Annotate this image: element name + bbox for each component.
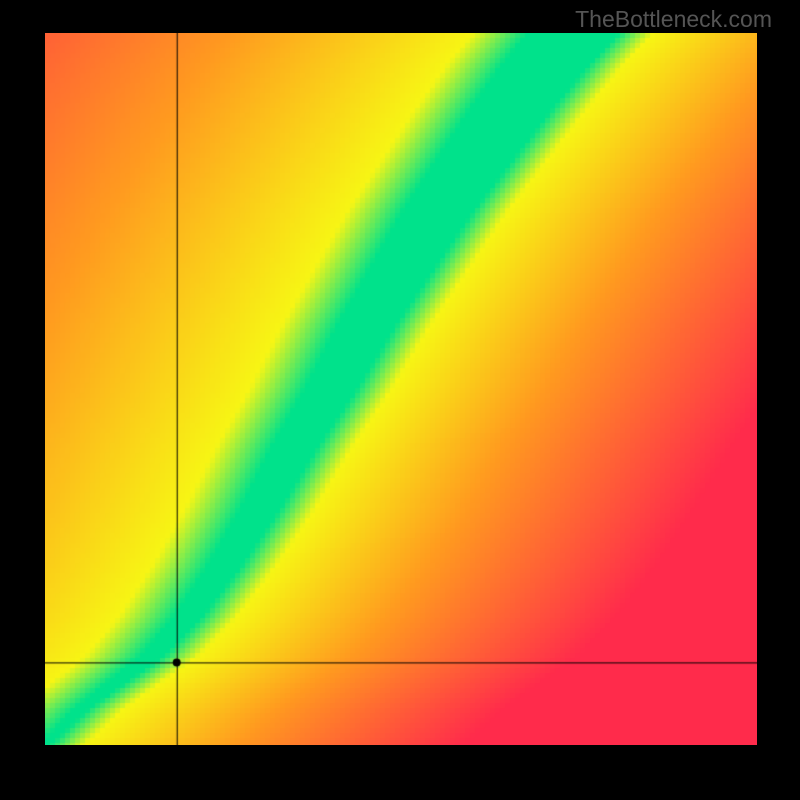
heatmap-canvas (45, 33, 757, 745)
heatmap-plot (45, 33, 757, 745)
watermark-text: TheBottleneck.com (575, 6, 772, 33)
figure-root: TheBottleneck.com (0, 0, 800, 800)
